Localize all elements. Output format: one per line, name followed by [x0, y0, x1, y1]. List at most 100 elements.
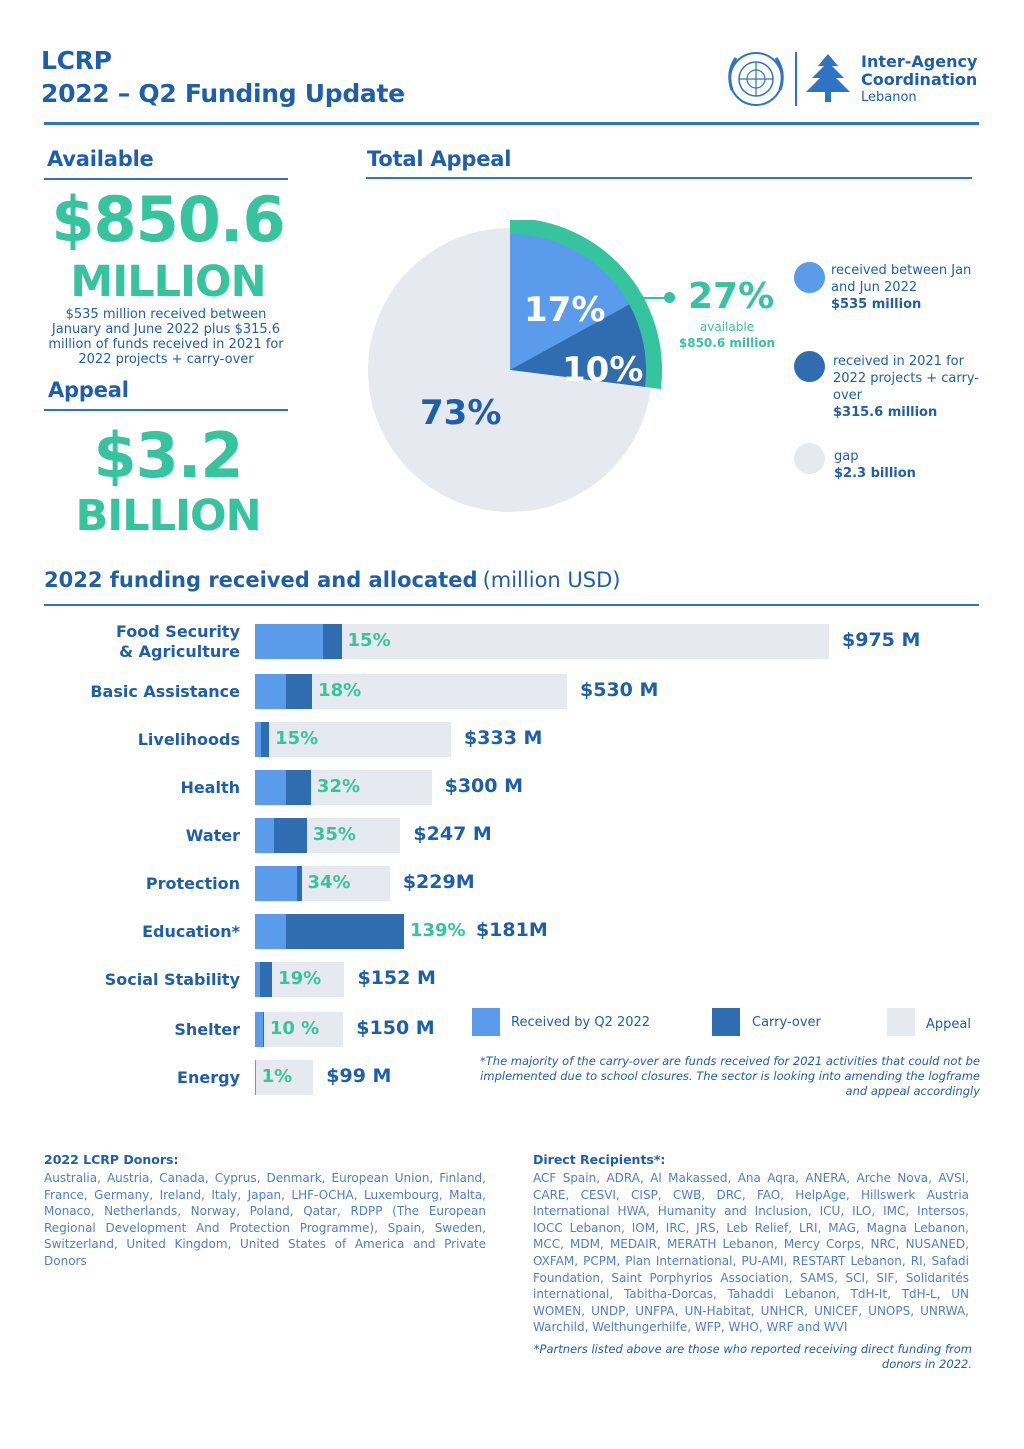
title-line-1: LCRP — [41, 46, 112, 75]
bar-value-label: $530 M — [580, 679, 659, 701]
bar-appeal — [255, 914, 362, 949]
bar-percent-label: 18% — [318, 680, 362, 701]
pie-label-17: 17% — [524, 290, 606, 330]
bar-category-label: Food Security & Agriculture — [116, 622, 240, 661]
pie-slice-1 — [510, 304, 646, 388]
bar-appeal — [255, 1012, 344, 1047]
appeal-heading: Appeal — [48, 378, 129, 402]
bar-value-label: $181M — [475, 919, 548, 941]
bar-received — [255, 818, 275, 853]
bars-heading: 2022 funding received and allocated (mil… — [44, 568, 620, 592]
page-title: LCRP 2022 – Q2 Funding Update — [41, 44, 405, 110]
bar-received — [255, 866, 297, 901]
bar-appeal — [255, 722, 452, 757]
legend-gap-amount: $2.3 billion — [834, 466, 916, 481]
bar-percent-label: 34% — [307, 872, 351, 893]
available-percent: 27% — [688, 276, 775, 317]
bar-carryover — [286, 914, 404, 949]
title-line-2: 2022 – Q2 Funding Update — [41, 79, 405, 108]
carryover-note: *The majority of the carry-over are fund… — [480, 1054, 980, 1098]
available-amount: $850.6 — [51, 183, 285, 256]
bar-value-label: $333 M — [464, 727, 543, 749]
bar-appeal — [255, 818, 401, 853]
available-word: available — [699, 320, 755, 334]
total-appeal-pie — [368, 220, 662, 512]
pie-slice-0 — [510, 234, 630, 370]
legend-swatch-received — [472, 1008, 500, 1036]
legend-swatch-carryover — [712, 1008, 740, 1036]
bar-category-label: Health — [180, 778, 240, 797]
legend-label-carryover: Carry-over — [752, 1015, 821, 1030]
legend-gap: gap $2.3 billion — [834, 448, 984, 482]
bar-category-label: Water — [185, 826, 240, 845]
org-line-2: Coordination — [861, 70, 978, 89]
bar-value-label: $247 M — [413, 823, 492, 845]
available-amount-small: $850.6 million — [678, 336, 776, 350]
bar-received — [255, 1060, 256, 1095]
legend-dot-received — [794, 262, 825, 293]
pie-slice-2 — [368, 228, 651, 512]
bars-rule — [44, 604, 979, 606]
bar-carryover — [261, 722, 270, 757]
bar-percent-label: 139% — [409, 920, 466, 941]
bar-carryover — [285, 770, 311, 805]
org-line-1: Inter-Agency — [861, 52, 978, 71]
bar-received — [255, 624, 323, 659]
bar-received — [255, 770, 286, 805]
recipients-text: ACF Spain, ADRA, Al Makassed, Ana Aqra, … — [533, 1171, 969, 1335]
available-heading: Available — [47, 147, 154, 171]
bar-value-label: $152 M — [357, 967, 436, 989]
bar-received — [255, 1012, 263, 1047]
un-emblem-icon — [728, 52, 784, 106]
bar-percent-label: 19% — [278, 968, 322, 989]
legend-dot-carryover — [794, 351, 825, 382]
bar-category-label: Basic Assistance — [90, 682, 240, 701]
legend-label-received: Received by Q2 2022 — [511, 1015, 651, 1030]
appeal-rule — [44, 409, 288, 411]
bar-received — [255, 674, 287, 709]
bar-received — [255, 914, 287, 949]
org-name: Inter-Agency Coordination Lebanon — [861, 53, 977, 107]
bar-percent-label: 35% — [312, 824, 356, 845]
bar-percent-label: 1% — [261, 1066, 293, 1087]
bar-carryover — [274, 818, 307, 853]
pie-label-73: 73% — [420, 393, 502, 433]
bar-value-label: $99 M — [326, 1065, 392, 1087]
bar-category-label: Shelter — [174, 1020, 240, 1039]
recipients-heading: Direct Recipients*: — [533, 1152, 666, 1167]
available-rule — [44, 178, 288, 180]
bar-carryover — [296, 866, 302, 901]
appeal-unit: BILLION — [75, 491, 261, 541]
bar-appeal — [255, 866, 390, 901]
total-appeal-rule — [366, 177, 972, 179]
legend-gap-text: gap — [834, 449, 859, 464]
legend-carryover-text: received in 2021 for 2022 projects + car… — [833, 354, 979, 403]
legend-carryover: received in 2021 for 2022 projects + car… — [833, 353, 983, 421]
legend-label-appeal: Appeal — [926, 1017, 971, 1032]
bar-carryover — [259, 962, 273, 997]
org-line-3: Lebanon — [861, 90, 917, 105]
pie-label-10: 10% — [562, 350, 644, 390]
legend-dot-gap — [794, 443, 825, 474]
bar-value-label: $229M — [402, 871, 475, 893]
bar-percent-label: 32% — [316, 776, 361, 797]
bar-category-label: Protection — [145, 874, 240, 893]
available-unit: MILLION — [70, 257, 266, 307]
legend-swatch-appeal — [887, 1008, 915, 1036]
legend-received-amount: $535 million — [831, 297, 922, 312]
header-rule — [44, 122, 979, 125]
donors-heading: 2022 LCRP Donors: — [44, 1152, 179, 1167]
bar-value-label: $300 M — [444, 775, 524, 797]
bars-heading-text: 2022 funding received and allocated — [44, 568, 478, 592]
bar-appeal — [255, 770, 432, 805]
bar-percent-label: 15% — [275, 728, 319, 749]
bar-appeal — [255, 1060, 314, 1095]
available-description: $535 million received between January an… — [48, 307, 284, 367]
bar-appeal — [255, 674, 568, 709]
logo-divider — [795, 52, 797, 106]
bar-percent-label: 10 % — [269, 1018, 320, 1039]
bar-appeal — [255, 624, 829, 659]
bar-category-label: Energy — [177, 1068, 240, 1087]
bar-value-label: $975 M — [842, 629, 921, 651]
bar-carryover — [262, 1012, 264, 1047]
